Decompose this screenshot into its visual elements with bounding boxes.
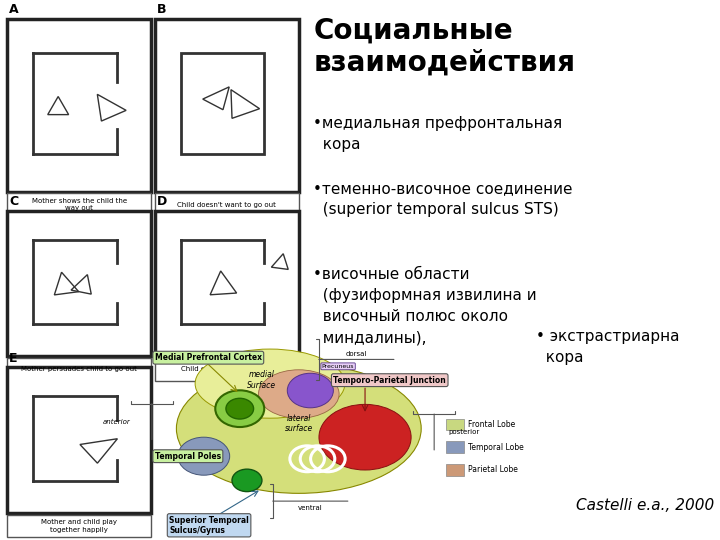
Text: anterior: anterior [102,418,130,424]
Text: •теменно-височное соединение
  (superior temporal sulcus STS): •теменно-височное соединение (superior t… [313,181,572,217]
Text: D: D [157,195,167,208]
FancyBboxPatch shape [7,193,151,216]
FancyBboxPatch shape [7,358,151,381]
Text: Medial Prefrontal Cortex: Medial Prefrontal Cortex [155,353,262,362]
Text: Mother shows the child the
way out: Mother shows the child the way out [32,198,127,212]
FancyBboxPatch shape [446,418,464,430]
FancyBboxPatch shape [7,367,151,513]
FancyBboxPatch shape [446,464,464,476]
Text: E: E [9,352,18,365]
Text: Temporal Lobe: Temporal Lobe [468,443,523,451]
Text: lateral
surface: lateral surface [284,414,313,433]
Ellipse shape [195,349,345,418]
Text: Temporo-Parietal Junction: Temporo-Parietal Junction [333,376,446,384]
Text: Temporal Poles: Temporal Poles [155,451,221,461]
Text: Социальные
взаимодействия: Социальные взаимодействия [313,16,575,77]
FancyBboxPatch shape [155,193,299,216]
Text: medial
Surface: medial Surface [247,370,276,390]
FancyBboxPatch shape [7,19,151,192]
Text: Mother and child play
together happily: Mother and child play together happily [41,519,117,532]
Ellipse shape [258,370,339,418]
FancyBboxPatch shape [155,211,299,356]
Text: Child doesn't want to go out: Child doesn't want to go out [177,201,276,208]
FancyBboxPatch shape [181,53,264,154]
Ellipse shape [176,364,421,494]
Text: Parietal Lobe: Parietal Lobe [468,465,518,474]
Text: B: B [157,3,166,16]
Text: Child explores the outside: Child explores the outside [181,366,272,373]
Text: dorsal: dorsal [346,351,367,357]
Text: ventral: ventral [298,505,323,511]
Text: C: C [9,195,19,208]
Text: •медиальная префронтальная
  кора: •медиальная префронтальная кора [313,116,562,152]
FancyBboxPatch shape [7,515,151,537]
Text: Precuneus: Precuneus [322,364,354,369]
Ellipse shape [287,373,333,408]
Text: Superior Temporal
Sulcus/Gyrus: Superior Temporal Sulcus/Gyrus [169,516,249,535]
Text: Mother persuades child to go out: Mother persuades child to go out [22,366,137,373]
Circle shape [215,390,264,427]
Text: •височные области
  (фузиформная извилина и
  височный полюс около
  миндалины),: •височные области (фузиформная извилина … [313,267,537,345]
Text: A: A [9,3,19,16]
FancyBboxPatch shape [155,358,299,381]
Text: Castelli e.a., 2000: Castelli e.a., 2000 [576,498,714,513]
FancyBboxPatch shape [7,211,151,356]
Ellipse shape [178,437,230,475]
Text: Frontal Lobe: Frontal Lobe [468,420,516,429]
Text: posterior: posterior [449,429,480,435]
Text: • экстрастриарна
  кора: • экстрастриарна кора [536,329,680,366]
FancyBboxPatch shape [446,441,464,453]
Circle shape [232,469,262,491]
FancyBboxPatch shape [155,19,299,192]
Circle shape [226,399,253,419]
Ellipse shape [319,404,411,470]
